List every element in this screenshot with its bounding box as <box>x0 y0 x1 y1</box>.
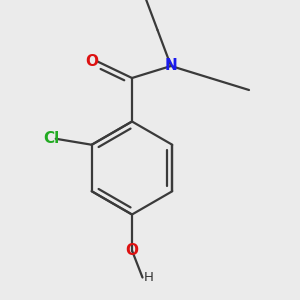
Text: Cl: Cl <box>43 131 59 146</box>
Text: H: H <box>144 271 154 284</box>
Text: O: O <box>85 54 99 69</box>
Text: O: O <box>125 243 139 258</box>
Text: N: N <box>165 58 177 74</box>
